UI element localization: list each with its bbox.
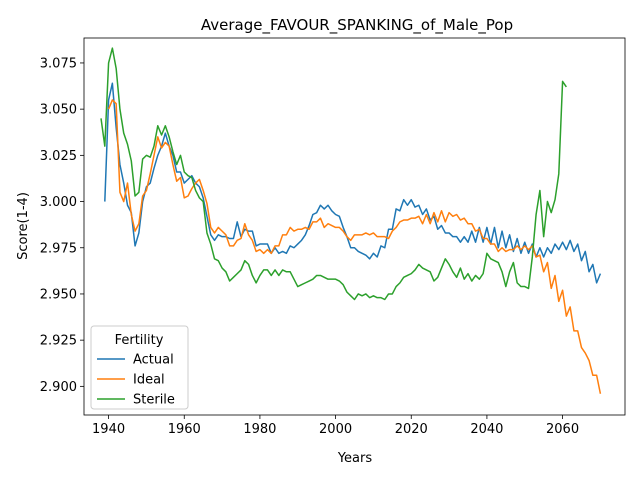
x-tick-label: 1980 xyxy=(243,422,276,437)
x-tick-label: 1960 xyxy=(168,422,201,437)
chart-title: Average_FAVOUR_SPANKING_of_Male_Pop xyxy=(201,16,513,35)
legend-label-ideal: Ideal xyxy=(133,373,165,388)
x-tick-label: 1940 xyxy=(92,422,125,437)
y-tick-label: 2.925 xyxy=(40,334,77,349)
legend: Fertility Actual Ideal Sterile xyxy=(90,325,189,410)
legend-box xyxy=(90,325,189,410)
y-tick-label: 3.050 xyxy=(40,103,77,118)
y-tick-label: 3.025 xyxy=(40,149,77,164)
series-line-sterile xyxy=(100,47,567,301)
plot-area xyxy=(100,47,602,394)
y-tick-label: 3.075 xyxy=(40,56,77,71)
plot-frame xyxy=(83,37,626,416)
y-axis-label: Score(1-4) xyxy=(16,192,31,260)
legend-label-sterile: Sterile xyxy=(133,393,175,408)
x-tick-label: 2000 xyxy=(319,422,352,437)
y-tick-label: 2.950 xyxy=(40,287,77,302)
y-tick-label: 3.000 xyxy=(40,195,77,210)
series-layer xyxy=(100,47,602,394)
y-axis: 2.900 2.925 2.950 2.975 3.000 3.025 3.050 3.075 xyxy=(40,56,84,395)
legend-title: Fertility xyxy=(115,333,164,348)
y-tick-label: 2.900 xyxy=(40,380,77,395)
series-line-ideal xyxy=(107,99,602,394)
x-tick-label: 2040 xyxy=(470,422,503,437)
legend-label-actual: Actual xyxy=(133,353,174,368)
y-tick-label: 2.975 xyxy=(40,241,77,256)
x-tick-label: 2060 xyxy=(546,422,579,437)
series-line-actual xyxy=(104,82,602,284)
x-axis-label: Years xyxy=(337,451,373,466)
x-axis: 1940 1960 1980 2000 2020 2040 2060 xyxy=(92,415,579,437)
x-tick-label: 2020 xyxy=(395,422,428,437)
